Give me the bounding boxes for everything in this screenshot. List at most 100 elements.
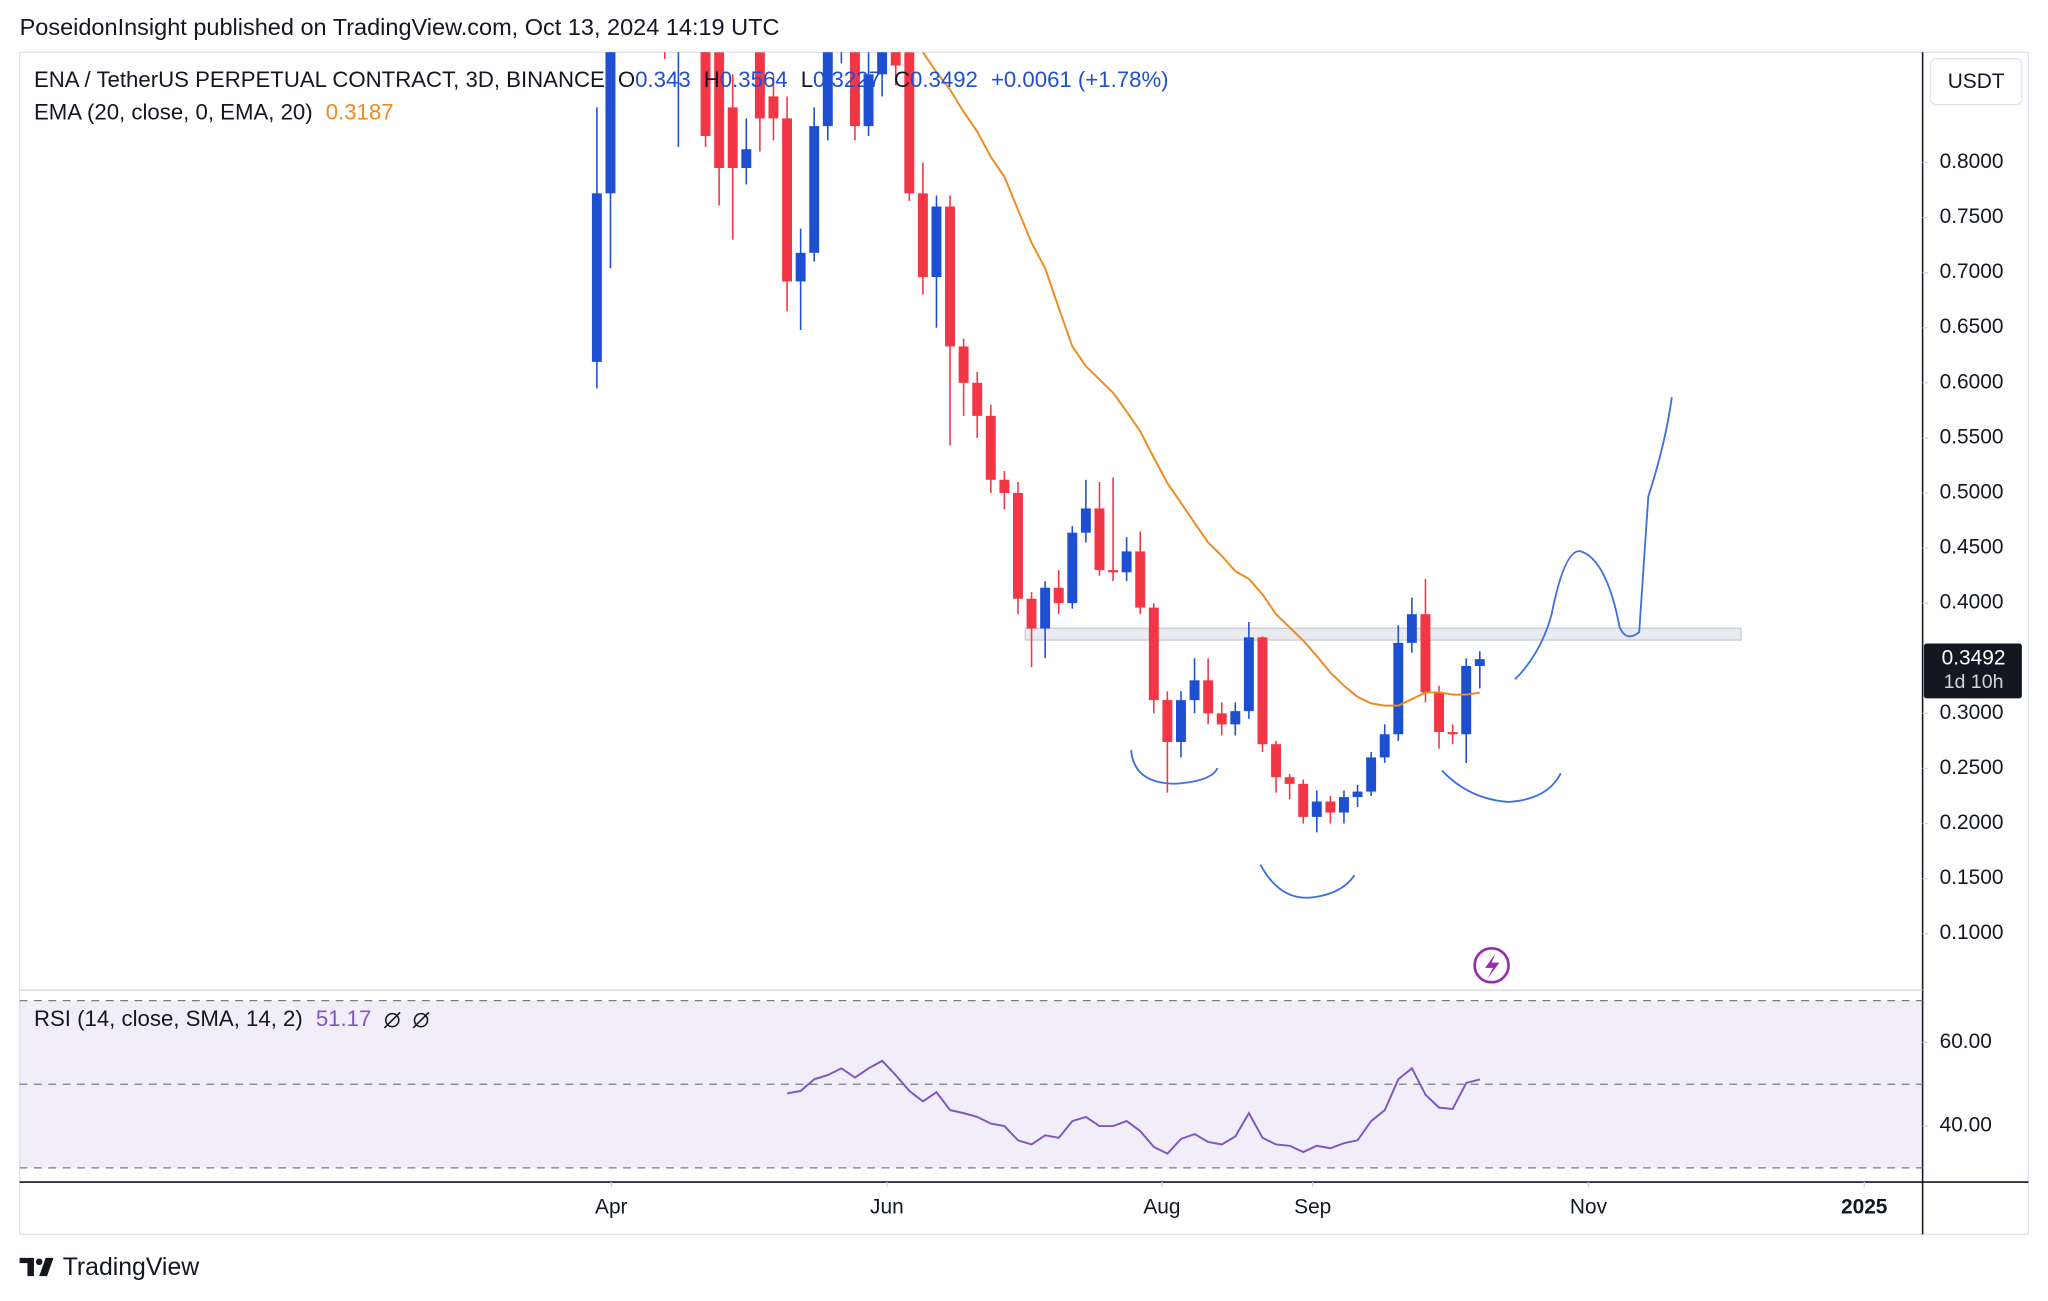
candle-body [1189,680,1200,701]
logo-mark [19,1257,54,1277]
candle-body [1420,614,1431,693]
candle-body [1447,732,1458,735]
projection [1514,396,1673,680]
candle-body [605,52,616,194]
candle-body [985,415,996,480]
left-shoulder [1130,749,1219,785]
empty-icon-slash [412,1011,430,1029]
ema-legend: EMA (20, close, 0, EMA, 20) 0.3187 [34,100,394,125]
candle-body [1040,587,1051,629]
candle-body [1053,587,1064,604]
candle-body [1352,791,1363,798]
y-tick-label: 0.8000 [1940,150,2004,173]
change: +0.0061 (+1.78%) [991,67,1169,92]
ohlc-value: 0.343 [635,67,691,92]
y-tick-label: 0.5500 [1940,425,2004,448]
header: PoseidonInsight published on TradingView… [20,14,780,40]
candle-body [1121,551,1132,573]
last-price-label: 0.3492 [1942,647,2006,670]
ema-name: EMA (20, close, 0, EMA, 20) [34,100,313,125]
candle-body [1230,711,1241,725]
candle-body [999,479,1010,493]
rsi-tick-label: 40.00 [1940,1114,1992,1137]
candle-body [1080,508,1091,533]
candle-body [1135,551,1146,608]
footer: TradingView [63,1254,200,1281]
y-tick-label: 0.1500 [1940,866,2004,889]
x-tick-label: Nov [1570,1196,1608,1219]
drawings [1130,396,1673,899]
candle-body [1257,637,1268,745]
candle-body [1325,801,1336,813]
candle-body [714,52,725,168]
candle-body [795,252,806,282]
candle-body [1162,700,1173,742]
candle-body [863,74,874,127]
candle-body [782,118,793,282]
ohlc-key: L [801,67,813,92]
y-tick-label: 0.7500 [1940,205,2004,228]
candle-body [591,193,602,362]
candle-body [1216,713,1227,725]
candle-body [1298,783,1309,817]
replay-icon[interactable] [1473,946,1510,984]
ohlc-key: O [618,67,635,92]
candle-body [1339,797,1349,813]
candle-body [1013,492,1023,599]
symbol: ENA / TetherUS PERPETUAL CONTRACT, 3D, B… [34,67,605,92]
candle-body [1108,570,1119,573]
y-tick-label: 0.2000 [1940,811,2004,834]
ohlc-key: H [704,67,720,92]
ohlc-value: 0.3492 [910,67,978,92]
x-tick-label: Apr [595,1196,628,1219]
candle-body [850,52,860,127]
ema-value: 0.3187 [326,100,394,125]
candle-body [1094,508,1105,571]
empty-icon [413,1012,429,1028]
y-tick-label: 0.3000 [1940,701,2004,724]
candle-body [917,193,928,278]
candle-body [768,96,779,119]
rsi-value: 51.17 [316,1006,372,1031]
x-tick-label: Jun [870,1196,904,1219]
ohlc-key: C [894,67,910,92]
candle-body [1379,734,1390,758]
empty-icon-slash [383,1011,401,1029]
candle-body [1311,801,1322,817]
candle-body [1243,637,1254,712]
price-pane [591,0,1742,899]
candle-body [890,52,901,66]
icon-bolt [1485,953,1500,979]
candle-body [1148,607,1159,701]
rsi-name: RSI (14, close, SMA, 14, 2) [34,1006,303,1031]
candle-body [972,382,983,416]
y-tick-label: 0.4000 [1940,591,2004,614]
head [1259,864,1356,899]
currency-label: USDT [1948,70,2005,93]
candle-body [1271,744,1282,778]
candle-body [958,346,969,383]
legend: ENA / TetherUS PERPETUAL CONTRACT, 3D, B… [34,67,1169,92]
y-tick-label: 0.6500 [1940,315,2004,338]
candle-body [945,206,956,347]
logo-dot [35,1258,43,1266]
candle-body [1406,614,1417,643]
candle-body [1026,598,1037,629]
candle-body [754,52,765,119]
empty-icon [384,1012,400,1028]
candle-body [836,0,846,30]
y-tick-label: 0.5000 [1940,481,2004,504]
resistance-zone [1024,627,1742,641]
candle-body [1203,680,1214,714]
candle-body [1393,642,1404,735]
rsi-tick-label: 60.00 [1940,1030,1992,1053]
candle-body [700,52,711,137]
ohlc-value: 0.3227 [813,67,881,92]
y-tick-label: 0.6000 [1940,370,2004,393]
currency-box[interactable] [1929,58,2023,106]
ohlc-value: 0.3564 [720,67,788,92]
candle-body [809,126,820,253]
y-tick-label: 0.2500 [1940,756,2004,779]
candle-body [1284,777,1295,784]
